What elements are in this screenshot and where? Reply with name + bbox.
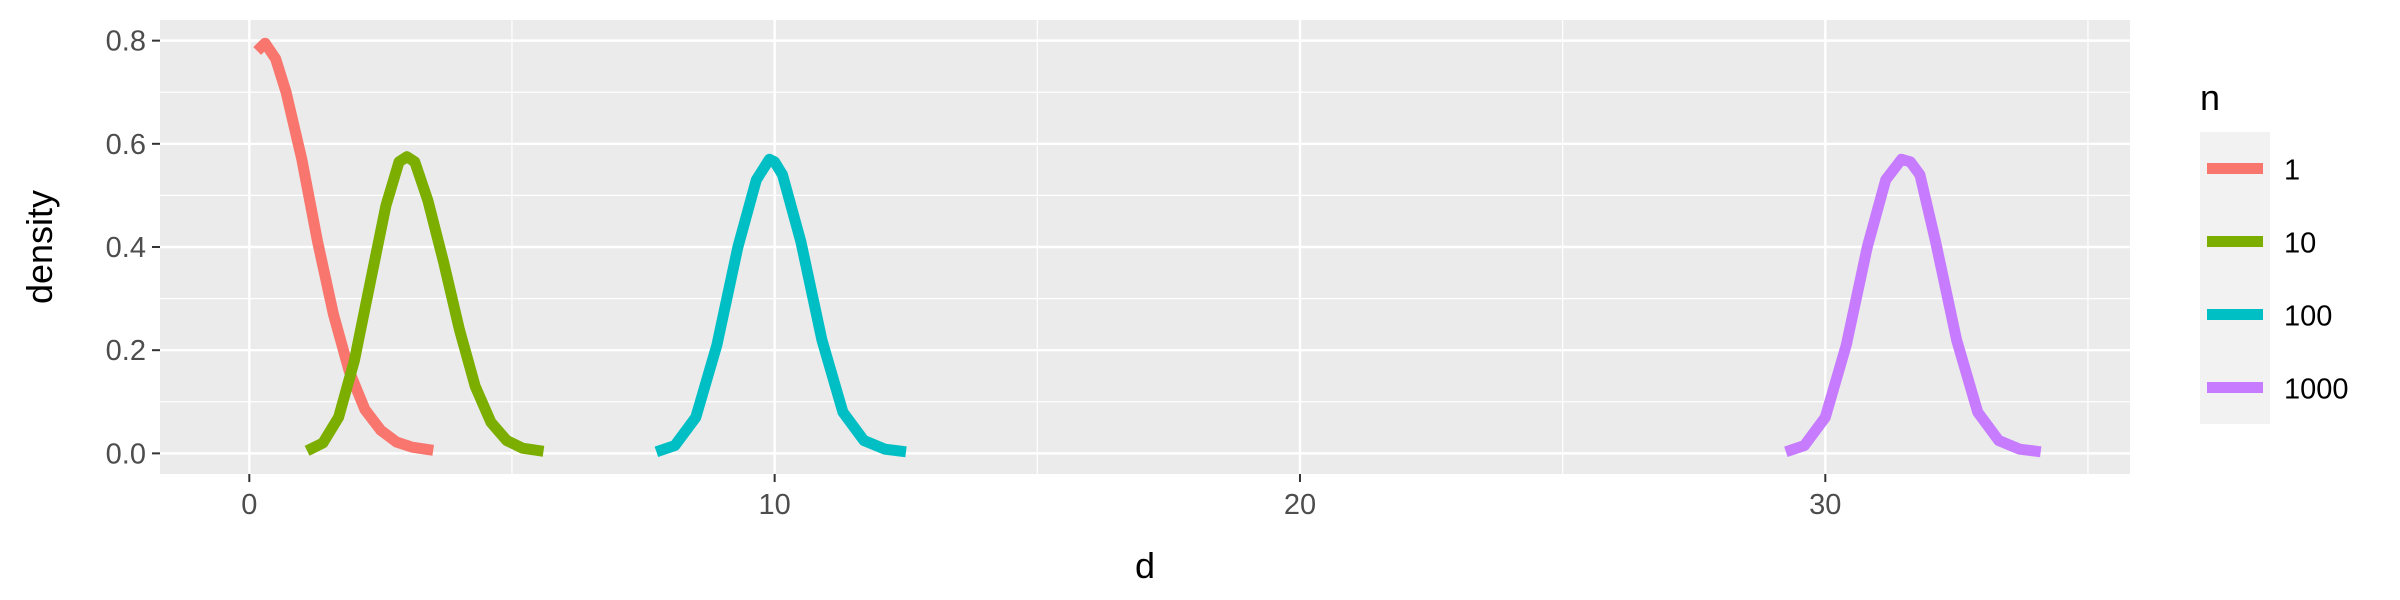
y-tick-label: 0.4: [106, 232, 146, 264]
y-tick-label: 0.6: [106, 129, 146, 161]
major-gridlines: [160, 20, 2130, 474]
series-line-1: [253, 37, 435, 456]
series-line-10: [304, 151, 545, 457]
x-axis: 0 10 20 30: [241, 474, 1841, 521]
y-axis: 0.0 0.2 0.4 0.6 0.8: [106, 26, 160, 470]
x-axis-title: d: [1135, 545, 1155, 586]
x-tick-label: 10: [759, 489, 791, 521]
series-line-1000: [1784, 153, 2042, 458]
series-lines: [253, 37, 2042, 458]
series-line-100: [654, 153, 907, 458]
y-tick-label: 0.0: [106, 438, 146, 470]
x-tick-label: 20: [1284, 489, 1316, 521]
legend-label: 100: [2284, 301, 2332, 333]
legend-title: n: [2200, 77, 2220, 118]
legend-label: 10: [2284, 228, 2316, 260]
x-tick-label: 0: [241, 489, 257, 521]
legend: n 1 10 100 1000: [2200, 77, 2349, 424]
legend-label: 1: [2284, 155, 2300, 187]
legend-label: 1000: [2284, 374, 2349, 406]
y-tick-label: 0.2: [106, 335, 146, 367]
y-axis-title: density: [19, 190, 60, 304]
y-tick-label: 0.8: [106, 26, 146, 58]
x-tick-label: 30: [1809, 489, 1841, 521]
